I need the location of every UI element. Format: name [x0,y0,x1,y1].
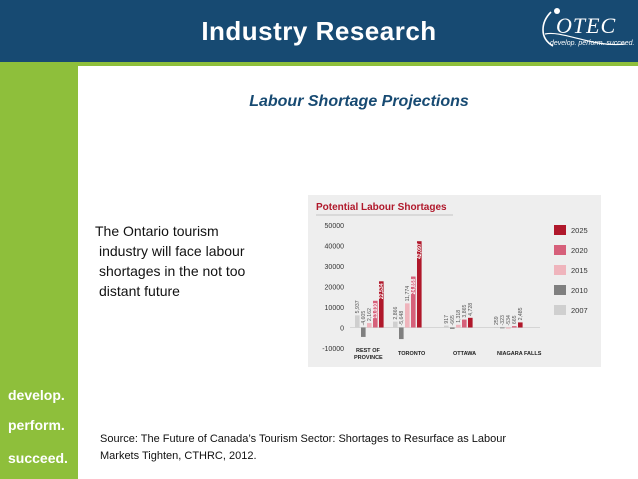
body-line: The Ontario tourism [95,223,219,239]
legend-swatch [554,285,566,295]
chart-title: Potential Labour Shortages [316,202,447,213]
sidebar-word-perform: perform. [8,417,65,433]
data-label: 665 [512,315,518,324]
source-line: Source: The Future of Canada’s Tourism S… [100,433,507,445]
data-label: 917 [444,315,450,324]
data-label: 1,318 [456,310,462,323]
category-label: PROVINCE [354,355,383,361]
page-title: Industry Research [201,16,437,46]
bar-2025 [417,241,422,328]
body-line: shortages in the not too [99,263,246,279]
legend-swatch [554,245,566,255]
legend-label: 2015 [571,266,588,275]
legend-swatch [554,265,566,275]
data-label: 5,937 [355,300,361,313]
bar-2020 [512,326,517,328]
bar-2010 [361,327,366,337]
sidebar-word-develop: develop. [8,387,65,403]
category-label: OTTAWA [453,351,476,357]
data-label: 13,030 [373,303,379,319]
data-label: 42,097 [417,243,423,259]
legend-swatch [554,225,566,235]
source-line: Markets Tighten, CTHRC, 2012. [100,450,257,462]
bar-2010 [500,327,505,329]
bar-2010 [450,327,455,329]
bar-2015 [405,303,410,328]
header-bar [0,0,638,62]
category-label: NIAGARA FALLS [497,351,542,357]
legend-label: 2007 [571,306,588,315]
data-label: 2,162 [367,308,373,321]
bar-2025 [379,281,384,328]
y-tick-label: 20000 [325,285,345,292]
bar-2020 [373,300,378,328]
bar-2007 [494,326,499,328]
legend-label: 2025 [571,226,588,235]
body-paragraph: The Ontario tourism industry will face l… [95,221,295,301]
data-label: -665 [450,315,456,325]
y-tick-label: 50000 [325,223,345,230]
body-line: distant future [99,283,180,299]
category-label: REST OF [356,348,380,354]
y-tick-label: 40000 [325,244,345,251]
y-tick-label: -10000 [322,346,344,353]
data-label: -323 [500,315,506,325]
data-label: 4,728 [468,303,474,316]
bar-2010 [399,327,404,340]
logo-wordmark: OTEC [556,13,617,38]
slide-subtitle: Labour Shortage Projections [249,93,469,110]
data-label: 3,865 [462,304,468,317]
data-label: 2,485 [518,307,524,320]
bar-2007 [444,325,449,328]
legend-label: 2020 [571,246,588,255]
bar-2015 [456,324,461,328]
sidebar-panel: develop. perform. succeed. [0,66,78,479]
bar-2025 [518,322,523,328]
accent-divider [0,62,638,66]
legend-swatch [554,305,566,315]
data-label: -534 [506,315,512,325]
data-label: 2,866 [393,307,399,320]
body-line: industry will face labour [99,243,245,259]
y-tick-label: 0 [340,326,344,333]
chart-panel: Potential Labour Shortages 50000 40000 3000… [308,195,601,367]
sidebar-word-succeed: succeed. [8,450,68,466]
data-label: 259 [494,316,500,325]
bar-2020 [462,319,467,328]
labour-shortage-chart: Potential Labour Shortages 50000 40000 3000… [316,202,588,361]
data-label: 11,774 [405,286,411,302]
bar-2007 [393,321,398,328]
category-label: TORONTO [398,351,426,357]
source-citation: Source: The Future of Canada’s Tourism S… [100,431,610,465]
bar-2020 [411,276,416,328]
legend-label: 2010 [571,286,588,295]
logo-tagline: develop. perform. succeed. [550,40,635,47]
data-label: 22,534 [379,283,385,299]
y-tick-label: 30000 [325,264,345,271]
bar-2015 [506,327,511,329]
data-label: -5,648 [399,311,405,326]
otec-logo-icon [542,8,626,47]
y-tick-label: 10000 [325,305,345,312]
bar-2007 [355,315,360,328]
bar-2025 [468,317,473,328]
bar-2015 [367,323,372,328]
data-label: -4,605 [361,311,367,326]
data-label: 24,858 [411,278,417,294]
